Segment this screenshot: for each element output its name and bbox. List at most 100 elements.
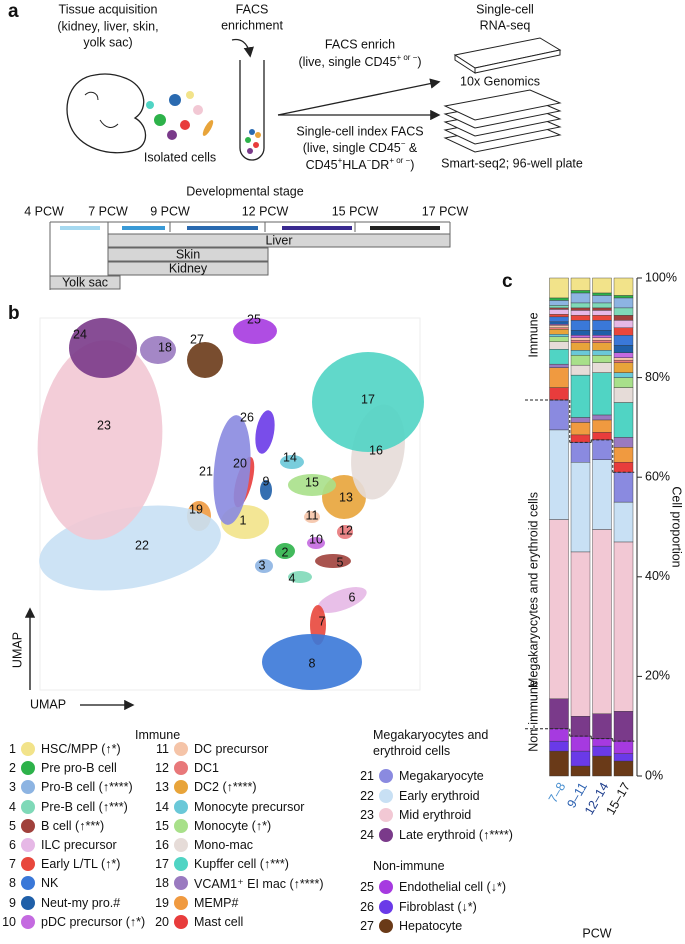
superscript: +: [338, 156, 343, 165]
bar-segment: [613, 315, 634, 321]
legend-text: Pre-B cell (↑***): [41, 799, 128, 814]
bar-segment: [549, 316, 569, 323]
embryo-detail: [84, 91, 119, 128]
legend-number: 26: [360, 899, 374, 914]
legend-text: ILC precursor: [41, 838, 117, 852]
legend-swatch: [21, 895, 35, 910]
text: &: [405, 141, 417, 155]
cluster-label: 25: [247, 312, 261, 326]
legend-text: Endothelial cell (↓*): [399, 880, 506, 894]
timeline-label: 12 PCW: [242, 204, 289, 218]
bar-segment: [549, 334, 569, 337]
legend-swatch: [174, 857, 188, 872]
legend-item: 23 Mid erythroid: [360, 806, 471, 824]
cluster-label: 1: [240, 513, 247, 527]
bar-segment: [592, 372, 612, 416]
bar-segment: [613, 501, 634, 543]
legend-text: Pre pro-B cell: [41, 761, 117, 776]
tissue-bar: [107, 261, 269, 276]
cluster-label: 22: [135, 538, 149, 552]
axis-label: UMAP: [10, 632, 24, 668]
legend-text: Mono-mac: [194, 838, 254, 852]
bar-segment: [570, 417, 591, 423]
legend-swatch: [379, 788, 393, 803]
bar-segment: [613, 753, 634, 762]
bar-segment: [549, 329, 569, 335]
text: Smart-seq2; 96-well plate: [441, 156, 583, 170]
legend-number: 17: [155, 857, 169, 872]
umap-frame: [39, 317, 421, 691]
bar-segment: [570, 350, 591, 356]
legend-item: 12 DC1: [155, 759, 219, 777]
cluster-label: 23: [97, 418, 111, 432]
text: ): [410, 158, 414, 172]
bar-segment: [549, 307, 569, 310]
legend-swatch: [174, 914, 188, 929]
bar-segment: [613, 711, 634, 742]
legend-text: DC2 (↑****): [194, 780, 257, 795]
text: Single-cell index FACS: [296, 124, 423, 138]
bar-segment: [613, 541, 634, 712]
bar-segment: [549, 341, 569, 350]
cluster-label: 5: [337, 555, 344, 569]
bar-segment: [592, 342, 612, 351]
bar-segment: [549, 309, 569, 315]
bar-segment: [570, 551, 591, 717]
bar-segment: [570, 290, 591, 294]
legend-item: 16 Mono-mac: [155, 836, 253, 854]
bar-segment: [613, 352, 634, 358]
bar-segment: [592, 335, 612, 338]
cluster-label: 17: [361, 392, 375, 406]
cluster: [280, 455, 304, 469]
text: CD45: [306, 158, 338, 172]
plates: [443, 89, 562, 153]
bar-segment: [570, 315, 591, 321]
legend-swatch: [21, 914, 35, 929]
tissue-label: Kidney: [169, 261, 208, 275]
legend-swatch: [21, 780, 35, 795]
legend-number: 3: [9, 780, 16, 795]
y-axis-label: Cell proportion: [670, 486, 684, 567]
legend-swatch: [174, 838, 188, 852]
timeline-label: 7 PCW: [88, 204, 128, 218]
legend-number: 13: [155, 780, 169, 795]
bar-segment: [570, 292, 591, 304]
superscript: + or −: [396, 53, 417, 62]
bar-segment: [549, 363, 569, 368]
bar-segment: [549, 300, 569, 306]
legend-number: 8: [9, 876, 16, 891]
legend-swatch: [379, 808, 393, 822]
bar-segment: [592, 315, 612, 321]
legend-swatch: [174, 799, 188, 814]
y-tick-label: 20%: [645, 669, 670, 683]
legend-text: Early L/TL (↑*): [41, 857, 121, 872]
legend-item: 5 B cell (↑***): [2, 817, 104, 835]
legend-item: 3 Pro-B cell (↑****): [2, 778, 133, 796]
tissue-bar: [49, 275, 121, 290]
legend-item: 20 Mast cell: [155, 913, 243, 931]
text: Developmental stage: [186, 184, 303, 198]
bar-segment: [549, 519, 569, 700]
legend-item: 8 NK: [2, 874, 58, 892]
y-tick-label: 80%: [645, 370, 670, 384]
legend-number: 19: [155, 895, 169, 910]
bar-segment: [592, 432, 612, 441]
legend-swatch: [379, 919, 393, 933]
bar-segment: [613, 335, 634, 346]
legend-item: 10 pDC precursor (↑*): [2, 913, 145, 931]
bar-segment: [570, 320, 591, 331]
legend-swatch: [21, 818, 35, 833]
legend-swatch: [21, 761, 35, 776]
bar-segment: [613, 362, 634, 373]
bar-segment: [570, 716, 591, 737]
cluster: [255, 559, 273, 573]
bar-segment: [613, 372, 634, 378]
legend-swatch: [21, 857, 35, 872]
cluster: [233, 318, 277, 344]
text: enrichment: [221, 18, 283, 32]
cluster: [140, 336, 176, 364]
legend-item: 7 Early L/TL (↑*): [2, 855, 120, 873]
legend-text: MEMP#: [194, 895, 239, 910]
bar-segment: [613, 462, 634, 473]
